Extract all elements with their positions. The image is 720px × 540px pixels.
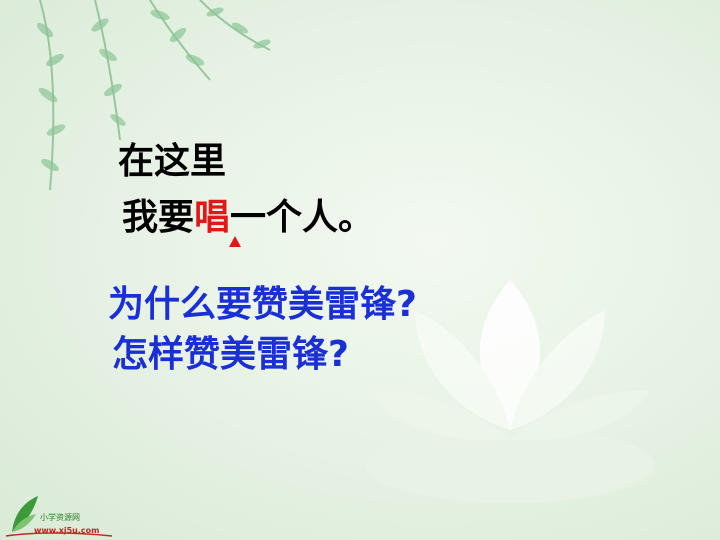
sentence-start: 我要 bbox=[122, 197, 195, 238]
question-why-praise: 为什么要赞美雷锋? bbox=[108, 284, 417, 325]
line-sing-sentence: 我要唱一个人。 bbox=[122, 188, 374, 240]
logo-site-name: 小学资源网 bbox=[40, 513, 80, 522]
lotus-flower-decoration bbox=[365, 280, 655, 503]
triangle-marker-icon bbox=[229, 236, 241, 247]
highlighted-word-sing: 唱 bbox=[194, 197, 231, 238]
willow-branches-decoration bbox=[36, 0, 271, 191]
site-logo-leaf-icon bbox=[5, 496, 113, 537]
sentence-end: 一个人。 bbox=[230, 197, 375, 238]
question-how-praise: 怎样赞美雷锋? bbox=[112, 334, 349, 375]
logo-site-url[interactable]: www.xj5u.com bbox=[34, 526, 100, 535]
line-here: 在这里 bbox=[118, 141, 227, 182]
